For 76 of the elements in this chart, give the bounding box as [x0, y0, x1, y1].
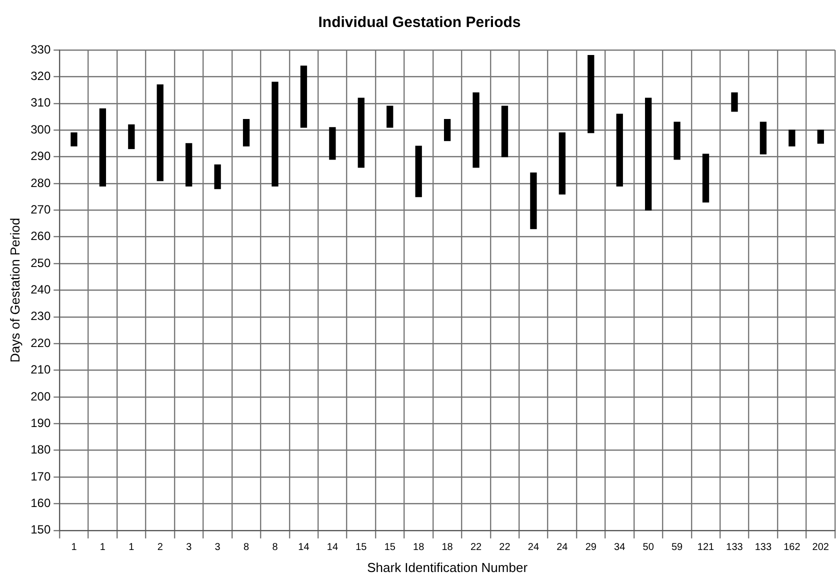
x-tick-label: 34 — [614, 542, 626, 554]
bar — [702, 154, 710, 202]
x-tick-label: 1 — [128, 542, 135, 554]
x-tick-label: 24 — [556, 542, 568, 554]
bar — [616, 114, 623, 186]
bar — [760, 122, 767, 154]
y-tick-label: 290 — [30, 149, 51, 164]
y-tick-label: 240 — [30, 282, 51, 297]
y-tick-label: 250 — [30, 256, 51, 270]
bar — [501, 106, 508, 158]
bar — [558, 132, 566, 194]
x-tick-label: 133 — [754, 542, 772, 554]
y-tick-label: 320 — [30, 69, 51, 83]
x-tick-label: 1 — [100, 542, 106, 554]
y-tick-label: 230 — [30, 309, 51, 324]
bar — [300, 66, 308, 128]
y-tick-label: 170 — [30, 469, 51, 484]
y-tick-label: 280 — [30, 176, 51, 190]
bar — [128, 124, 135, 150]
bar — [272, 82, 278, 186]
x-tick-label: 8 — [272, 542, 278, 554]
x-tick-label: 162 — [784, 542, 801, 554]
bar — [674, 122, 680, 160]
bar — [99, 108, 106, 186]
bar — [156, 84, 164, 182]
bar — [415, 146, 422, 198]
bar — [588, 55, 594, 134]
bar — [817, 130, 824, 144]
y-tick-label: 150 — [30, 522, 51, 537]
x-tick-label: 8 — [244, 542, 250, 554]
bar — [186, 143, 192, 186]
y-tick-label: 260 — [30, 229, 51, 244]
bar — [788, 130, 796, 146]
bar — [329, 127, 336, 160]
x-tick-label: 29 — [585, 542, 597, 554]
y-tick-label: 270 — [30, 202, 51, 216]
bar — [214, 164, 221, 190]
bar — [70, 132, 78, 146]
x-tick-label: 50 — [642, 542, 654, 554]
y-tick-label: 200 — [30, 389, 51, 404]
x-tick-label: 18 — [442, 542, 454, 554]
y-tick-label: 300 — [30, 122, 51, 136]
x-tick-label: 3 — [186, 542, 192, 554]
bar — [358, 98, 364, 168]
x-tick-label: 121 — [697, 542, 715, 554]
x-tick-label: 15 — [384, 542, 396, 554]
bar — [242, 119, 250, 146]
x-tick-label: 1 — [71, 542, 78, 554]
y-tick-label: 160 — [30, 496, 51, 510]
x-tick-label: 133 — [726, 542, 744, 554]
y-tick-label: 180 — [30, 442, 51, 457]
x-tick-label: 59 — [671, 542, 684, 554]
x-tick-label: 18 — [413, 542, 425, 554]
x-tick-label: 14 — [326, 542, 338, 554]
x-tick-label: 202 — [812, 542, 830, 554]
y-tick-label: 310 — [30, 96, 51, 110]
x-tick-label: 3 — [214, 542, 221, 554]
chart-title: Individual Gestation Periods — [318, 14, 521, 32]
x-tick-label: 15 — [356, 542, 368, 554]
x-tick-label: 24 — [528, 542, 540, 554]
bar — [444, 119, 451, 142]
bar — [645, 98, 652, 210]
x-tick-label: 22 — [470, 542, 482, 554]
y-tick-label: 210 — [30, 362, 51, 377]
y-tick-label: 220 — [30, 336, 51, 350]
bar — [386, 106, 394, 128]
bar — [731, 92, 738, 112]
x-tick-label: 14 — [298, 542, 310, 554]
bar — [472, 92, 480, 168]
y-axis-title: Days of Gestation Period — [7, 218, 22, 362]
x-axis-title: Shark Identification Number — [367, 560, 528, 575]
y-tick-label: 190 — [30, 416, 51, 430]
y-tick-label: 330 — [30, 42, 51, 56]
bar — [530, 172, 537, 230]
x-tick-label: 2 — [157, 542, 164, 554]
x-tick-label: 22 — [499, 542, 511, 554]
